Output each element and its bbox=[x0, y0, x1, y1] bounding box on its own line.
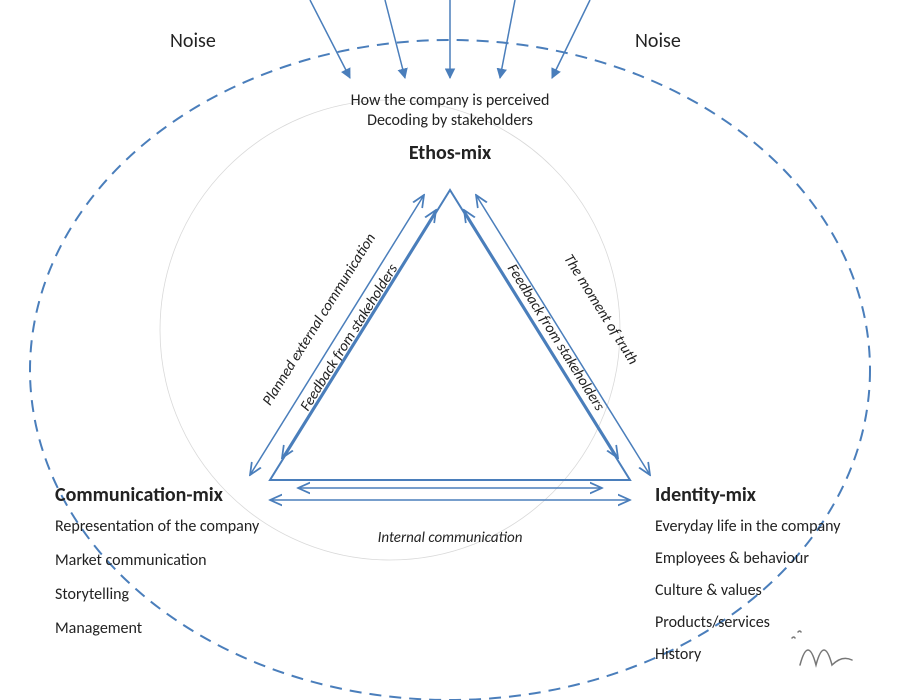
communication-mix-item: Market communication bbox=[55, 552, 207, 570]
ethos-desc-line1: How the company is perceived bbox=[351, 92, 550, 110]
communication-mix-title: Communication-mix bbox=[55, 484, 223, 507]
identity-mix-item: Culture & values bbox=[655, 582, 762, 600]
edge-bottom: Internal communication bbox=[378, 530, 523, 547]
communication-mix-item: Management bbox=[55, 620, 142, 638]
communication-mix-item: Representation of the company bbox=[55, 518, 259, 536]
communication-mix-item: Storytelling bbox=[55, 586, 129, 604]
identity-mix-title: Identity-mix bbox=[655, 484, 756, 507]
ethos-title: Ethos-mix bbox=[409, 142, 491, 165]
identity-mix-item: Employees & behaviour bbox=[655, 550, 809, 568]
identity-mix-item: Products/services bbox=[655, 614, 770, 632]
identity-mix-item: Everyday life in the company bbox=[655, 518, 841, 536]
noise-label-right: Noise bbox=[635, 30, 681, 53]
diagram-stage: Noise Noise How the company is perceived… bbox=[0, 0, 900, 700]
noise-label-left: Noise bbox=[170, 30, 216, 53]
identity-mix-item: History bbox=[655, 646, 701, 664]
ethos-desc-line2: Decoding by stakeholders bbox=[367, 112, 533, 130]
